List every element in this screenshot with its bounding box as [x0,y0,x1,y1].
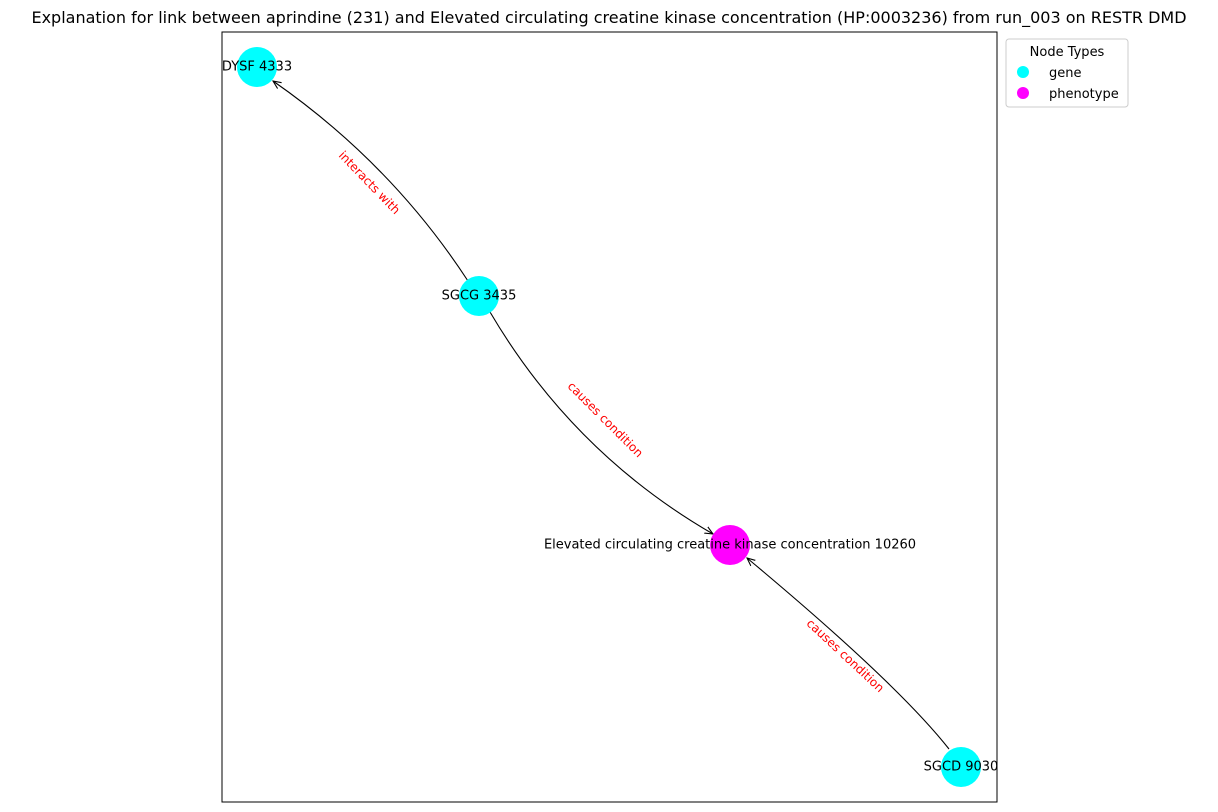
edge-sgcd-ck [747,558,950,750]
node-label-sgcg: SGCG 3435 [442,289,517,304]
legend-phenotype-marker [1017,87,1029,99]
node-label-sgcd: SGCD 9030 [924,760,999,775]
legend-gene-marker [1017,66,1029,78]
node-sgcg [459,276,499,316]
node-elevated-ck [710,525,750,565]
edge-sgcg-dysf [273,81,469,282]
plot-frame [221,31,998,803]
legend-title: Node Types [1030,45,1105,60]
node-sgcd [941,747,981,787]
legend-phenotype-label: phenotype [1049,87,1119,102]
edge-sgcg-ck [489,311,713,534]
legend-gene-label: gene [1049,66,1082,81]
figure-title: Explanation for link between aprindine (… [31,8,1186,28]
node-label-dysf: DYSF 4333 [222,60,292,75]
legend: Node Types gene phenotype [1005,38,1129,108]
node-label-elevated-ck: Elevated circulating creatine kinase con… [544,538,916,553]
legend-box [1005,38,1129,108]
node-dysf [237,47,277,87]
